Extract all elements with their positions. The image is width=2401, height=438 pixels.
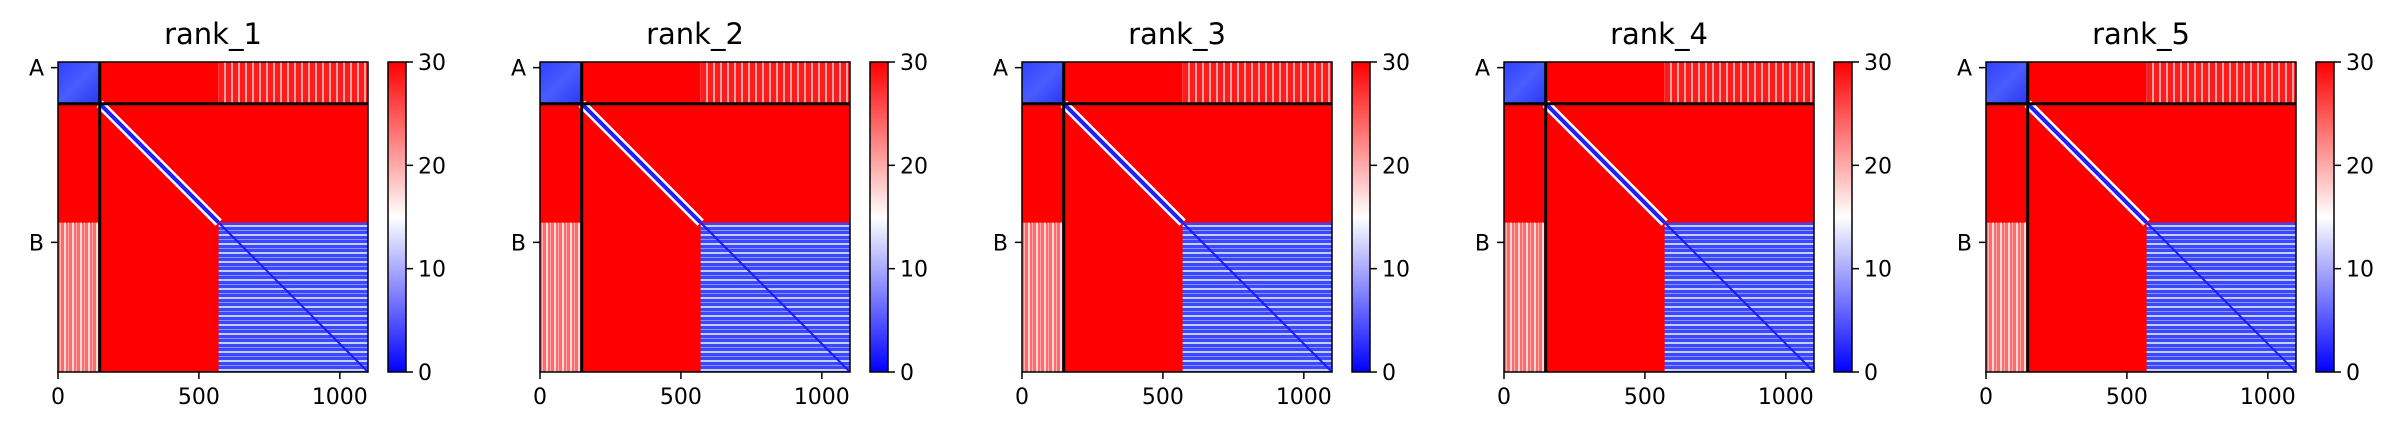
heatmap-frame — [1985, 61, 2297, 373]
heatmap-panel: rank_5 0 500 1000 A B 0 10 20 30 — [1957, 17, 2374, 410]
colorbar-tick-label: 10 — [900, 258, 928, 283]
chain-label: B — [29, 231, 44, 256]
colorbar-tick-label: 20 — [2346, 154, 2374, 179]
colorbar-tick-label: 30 — [2346, 51, 2374, 76]
x-tick-label: 0 — [51, 385, 65, 410]
colorbar-frame — [387, 61, 407, 373]
colorbar-tick-label: 10 — [1382, 258, 1410, 283]
colorbar-tick-label: 0 — [2346, 361, 2360, 386]
chain-label: A — [29, 57, 44, 82]
domain-diagonal — [2145, 221, 2297, 373]
x-tick-label: 0 — [1979, 385, 1993, 410]
inter-chain-stripes-top — [2146, 62, 2296, 104]
colorbar-tick-label: 20 — [1864, 154, 1892, 179]
colorbar-tick-label: 30 — [900, 51, 928, 76]
colorbar-frame — [1351, 61, 1371, 373]
chain-a-block — [1504, 62, 1546, 104]
colorbar-tick-label: 0 — [418, 361, 432, 386]
x-tick-label: 0 — [533, 385, 547, 410]
chain-label: A — [993, 57, 1008, 82]
chain-label: B — [1475, 231, 1490, 256]
colorbar — [870, 62, 888, 372]
chain-a-block — [58, 62, 100, 104]
x-tick-label: 0 — [1497, 385, 1511, 410]
chain-a-block — [1022, 62, 1064, 104]
x-tick-label: 500 — [1624, 385, 1666, 410]
colorbar-tick-label: 10 — [1864, 258, 1892, 283]
diagonal-band — [580, 102, 703, 225]
x-tick-label: 1000 — [1758, 385, 1814, 410]
x-tick-label: 500 — [1142, 385, 1184, 410]
chain-label: A — [1475, 57, 1490, 82]
heatmap-frame — [1021, 61, 1333, 373]
x-tick-label: 500 — [2106, 385, 2148, 410]
diagonal-band — [1062, 102, 1185, 225]
colorbar — [2316, 62, 2334, 372]
domain-diagonal — [1663, 221, 1815, 373]
x-tick-label: 500 — [660, 385, 702, 410]
x-tick-label: 500 — [178, 385, 220, 410]
colorbar — [388, 62, 406, 372]
colorbar — [1834, 62, 1852, 372]
colorbar-frame — [869, 61, 889, 373]
heatmap-frame — [539, 61, 851, 373]
chain-a-block — [1986, 62, 2028, 104]
colorbar-tick-label: 30 — [1382, 51, 1410, 76]
colorbar-frame — [1833, 61, 1853, 373]
domain-diagonal — [1181, 221, 1333, 373]
heatmap-panel: rank_4 0 500 1000 A B 0 10 20 30 — [1475, 17, 1892, 410]
heatmap-panel: rank_1 0 500 1000 A B 0 10 20 30 — [29, 17, 446, 410]
colorbar-tick-label: 20 — [1382, 154, 1410, 179]
inter-chain-stripes-left — [1022, 222, 1064, 372]
inter-chain-stripes-left — [58, 222, 100, 372]
inter-chain-stripes-left — [1986, 222, 2028, 372]
inter-chain-stripes-top — [1664, 62, 1814, 104]
heatmap-panel: rank_3 0 500 1000 A B 0 10 20 30 — [993, 17, 1410, 410]
panel-title: rank_5 — [2092, 17, 2190, 51]
diagonal-band — [1544, 102, 1667, 225]
inter-chain-stripes-top — [700, 62, 850, 104]
colorbar-tick-label: 20 — [900, 154, 928, 179]
colorbar-tick-label: 20 — [418, 154, 446, 179]
panel-title: rank_2 — [646, 17, 744, 51]
chain-label: B — [993, 231, 1008, 256]
heatmap-frame — [1503, 61, 1815, 373]
diagonal-band — [2026, 102, 2149, 225]
chain-label: B — [1957, 231, 1972, 256]
x-tick-label: 1000 — [2240, 385, 2296, 410]
inter-chain-stripes-top — [1182, 62, 1332, 104]
chain-a-block — [540, 62, 582, 104]
colorbar-tick-label: 0 — [900, 361, 914, 386]
diagonal-band — [98, 102, 221, 225]
panel-title: rank_1 — [164, 17, 262, 51]
colorbar-tick-label: 10 — [418, 258, 446, 283]
domain-diagonal — [217, 221, 369, 373]
colorbar-tick-label: 30 — [1864, 51, 1892, 76]
colorbar-tick-label: 10 — [2346, 258, 2374, 283]
x-tick-label: 1000 — [794, 385, 850, 410]
chain-label: A — [511, 57, 526, 82]
inter-chain-stripes-left — [540, 222, 582, 372]
chain-label: B — [511, 231, 526, 256]
x-tick-label: 0 — [1015, 385, 1029, 410]
inter-chain-stripes-left — [1504, 222, 1546, 372]
heatmap-panel: rank_2 0 500 1000 A B 0 10 20 30 — [511, 17, 928, 410]
x-tick-label: 1000 — [1276, 385, 1332, 410]
colorbar-tick-label: 0 — [1382, 361, 1396, 386]
domain-diagonal — [699, 221, 851, 373]
panel-title: rank_3 — [1128, 17, 1226, 51]
colorbar-tick-label: 30 — [418, 51, 446, 76]
panel-title: rank_4 — [1610, 17, 1708, 51]
x-tick-label: 1000 — [312, 385, 368, 410]
chain-label: A — [1957, 57, 1972, 82]
inter-chain-stripes-top — [218, 62, 368, 104]
colorbar — [1352, 62, 1370, 372]
colorbar-frame — [2315, 61, 2335, 373]
colorbar-tick-label: 0 — [1864, 361, 1878, 386]
heatmap-frame — [57, 61, 369, 373]
